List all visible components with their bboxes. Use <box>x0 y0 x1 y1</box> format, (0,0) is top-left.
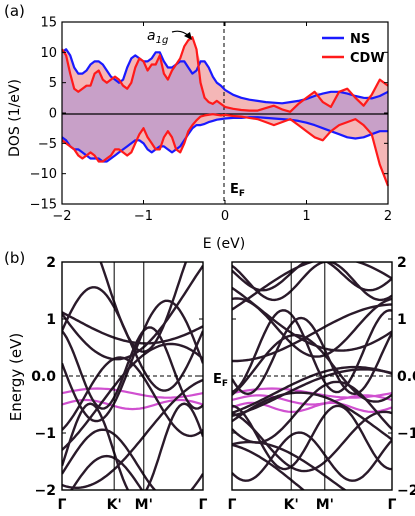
band-structure-ns: Γ K' M' Γ <box>58 261 208 513</box>
band-y-tick-label-left: −2 <box>35 483 56 499</box>
band-magenta-line <box>62 398 203 411</box>
a1g-arrowhead <box>184 32 192 40</box>
band-line <box>232 303 392 363</box>
band-line <box>62 299 203 423</box>
band-line <box>62 378 203 489</box>
ns-cdw-overlap-fill-down <box>62 113 388 162</box>
dos-x-tick-label: 0 <box>221 209 229 224</box>
band-y-tick-label-left: 0.0 <box>31 369 56 385</box>
band-line <box>62 311 203 345</box>
band-line <box>232 316 392 396</box>
band-axes: −2 −2 −1 −1 0.0 0.0 1 1 2 2 <box>31 255 415 499</box>
band-line <box>62 356 203 438</box>
band-line <box>232 286 392 352</box>
band-line <box>232 262 392 292</box>
a1g-label: a1g <box>147 28 168 46</box>
dos-y-tick-label: −15 <box>30 198 57 213</box>
band-line <box>232 262 392 311</box>
dos-x-tick-label: 2 <box>384 209 392 224</box>
band-y-tick-label-left: −1 <box>35 426 56 442</box>
dos-x-axis-label: E (eV) <box>203 236 245 252</box>
band-line <box>62 326 203 410</box>
band-line <box>62 265 203 361</box>
dos-legend: NS CDW <box>322 32 385 66</box>
kpoint-label: M' <box>135 497 153 513</box>
band-y-tick-label-right: 0.0 <box>397 369 415 385</box>
band-line <box>232 440 347 490</box>
a1g-annotation: a1g <box>147 28 192 46</box>
band-y-axis-label: Energy (eV) <box>7 333 25 421</box>
band-line <box>62 428 203 490</box>
dos-series-lines <box>61 36 390 187</box>
band-line <box>232 262 392 302</box>
dos-y-tick-label: 0 <box>49 107 57 122</box>
band-line <box>232 431 392 482</box>
panel-b-label: (b) <box>4 249 25 267</box>
dos-cdw-up-line <box>61 36 389 113</box>
dos-x-tick-label: −1 <box>134 209 153 224</box>
band-y-tick-label-left: 2 <box>46 255 56 271</box>
band-magenta-line <box>232 394 392 406</box>
band-y-tick-label-right: −2 <box>397 483 415 499</box>
band-line <box>99 262 188 353</box>
band-line <box>62 402 203 490</box>
band-lines <box>232 262 392 490</box>
dos-y-tick-label: −5 <box>38 137 57 152</box>
dos-fermi-label: EF <box>230 182 245 199</box>
kpoint-label: Γ <box>199 497 208 513</box>
dos-y-axis-label: DOS (1/eV) <box>7 79 23 157</box>
panel-a-label: (a) <box>4 2 25 20</box>
band-y-tick-label-right: 2 <box>397 255 407 271</box>
legend-ns-label: NS <box>350 32 370 47</box>
band-line <box>232 333 392 403</box>
band-line <box>232 443 306 490</box>
kpoint-label: K' <box>107 497 122 513</box>
band-lines <box>62 262 203 490</box>
kpoint-label: Γ <box>388 497 397 513</box>
kpoint-label: M' <box>316 497 334 513</box>
dos-x-tick-label: −2 <box>52 209 71 224</box>
kpoint-label: Γ <box>58 497 67 513</box>
band-y-tick-label-right: 1 <box>397 312 407 328</box>
legend-cdw-label: CDW <box>350 51 385 66</box>
band-line <box>232 368 392 418</box>
kpoint-label: Γ <box>228 497 237 513</box>
band-y-tick-label-left: 1 <box>46 312 56 328</box>
dos-y-tick-label: 15 <box>40 16 57 31</box>
band-structure-cdw: Γ K' M' Γ <box>228 261 397 513</box>
band-fermi-label: EF <box>213 372 228 389</box>
ns-cdw-overlap-fill-up <box>62 52 388 113</box>
dos-y-tick-label: −10 <box>30 167 57 182</box>
dos-x-tick-label: 1 <box>302 209 310 224</box>
band-line <box>232 404 392 471</box>
band-line <box>69 454 144 490</box>
band-line <box>62 286 203 392</box>
kpoint-label: K' <box>284 497 299 513</box>
dos-fills <box>62 37 388 186</box>
band-y-tick-label-right: −1 <box>397 426 415 442</box>
dos-y-tick-label: 10 <box>40 46 57 61</box>
dos-y-tick-label: 5 <box>49 76 57 91</box>
dos-cdw-down-line <box>61 113 390 187</box>
